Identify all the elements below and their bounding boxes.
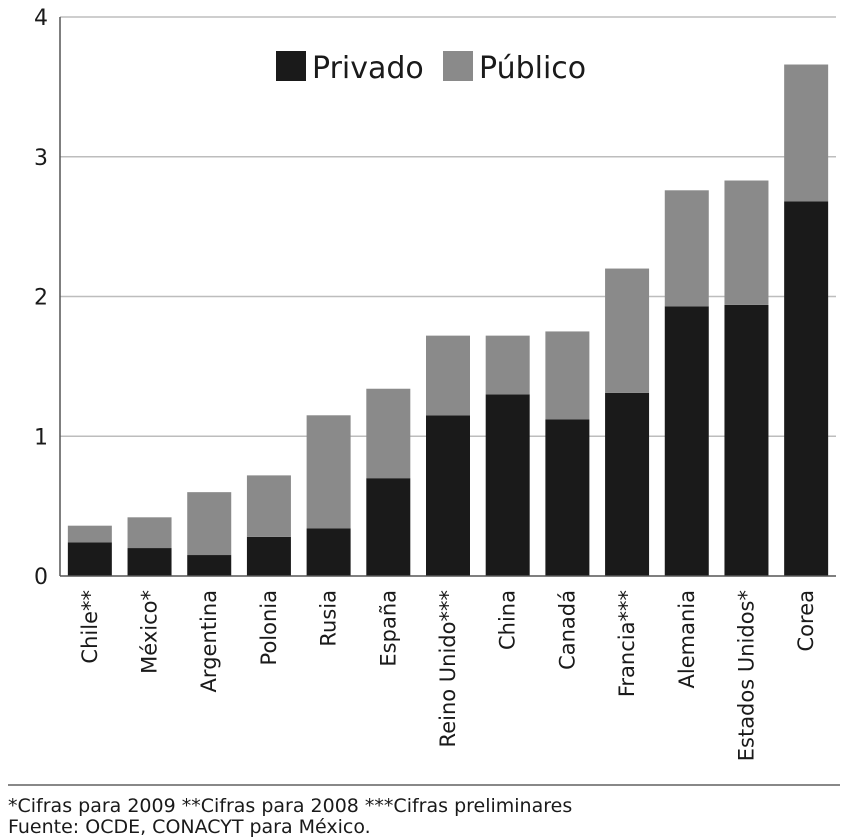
category-label: China — [496, 590, 520, 650]
bar-publico — [187, 492, 232, 556]
bar-publico — [67, 525, 112, 543]
category-label: Alemania — [675, 590, 699, 688]
y-tick-label: 4 — [34, 6, 48, 31]
y-tick-label: 0 — [34, 565, 48, 590]
bar-privado — [664, 306, 709, 576]
y-tick-labels: 0 1 2 3 4 — [34, 6, 48, 590]
bar-privado — [724, 304, 769, 576]
bar-publico — [545, 331, 590, 420]
bar-privado — [246, 536, 291, 576]
axes — [59, 17, 836, 577]
category-labels: Chile** México* Argentina Polonia Rusia Españ… — [78, 590, 818, 761]
legend-swatch-publico — [443, 51, 473, 81]
y-tick-label: 2 — [34, 286, 48, 311]
bar-publico — [127, 517, 172, 549]
bar-publico — [605, 268, 650, 393]
y-tick-label: 1 — [34, 425, 48, 450]
category-label: México* — [138, 590, 162, 674]
bar-publico — [246, 475, 291, 537]
bar-publico — [366, 388, 411, 479]
y-tick-label: 3 — [34, 146, 48, 171]
bar-publico — [664, 190, 709, 307]
category-label: Corea — [794, 590, 818, 651]
category-label: Canadá — [555, 590, 579, 670]
category-label: España — [376, 590, 400, 667]
bar-publico — [426, 335, 470, 416]
bar-privado — [306, 528, 351, 576]
legend: Privado Público — [276, 51, 586, 86]
footer-divider — [8, 784, 840, 786]
bar-privado — [366, 478, 411, 576]
category-label: Reino Unido*** — [436, 590, 460, 747]
bar-privado — [784, 201, 829, 576]
bar-privado — [187, 555, 232, 576]
bar-privado — [605, 392, 650, 576]
footnote-source: Fuente: OCDE, CONACYT para México. — [8, 816, 371, 838]
bar-privado — [426, 415, 470, 576]
bar-publico — [724, 180, 769, 305]
bar-publico — [784, 64, 829, 202]
bar-publico — [485, 335, 530, 395]
legend-label-privado: Privado — [312, 51, 424, 86]
category-label: Estados Unidos* — [734, 590, 758, 761]
category-label: Polonia — [257, 590, 281, 665]
bar-publico — [306, 415, 351, 529]
bar-privado — [545, 419, 590, 576]
bar-privado — [485, 394, 530, 576]
category-label: Chile** — [78, 590, 102, 664]
bar-privado — [127, 548, 172, 576]
legend-label-publico: Público — [479, 51, 586, 86]
bar-chart: 0 1 2 3 4 Chile** México* Argentina Polonia Rusi… — [34, 6, 836, 761]
bar-privado — [67, 542, 112, 576]
footnote-years: *Cifras para 2009 **Cifras para 2008 ***… — [8, 795, 573, 817]
legend-swatch-privado — [276, 51, 306, 81]
category-label: Argentina — [197, 590, 221, 692]
bars — [67, 64, 829, 576]
category-label: Francia*** — [615, 590, 639, 697]
category-label: Rusia — [317, 590, 341, 647]
